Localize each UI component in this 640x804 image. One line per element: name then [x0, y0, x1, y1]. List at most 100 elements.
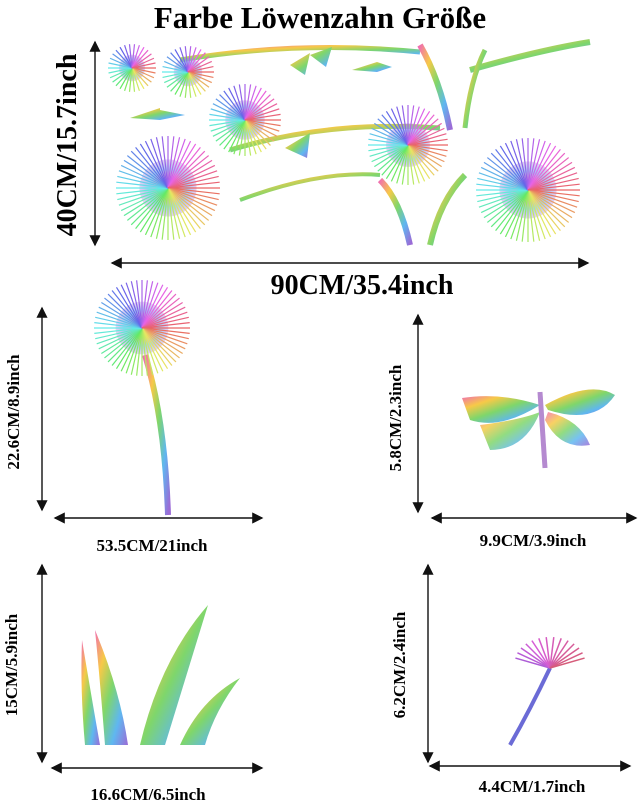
dandelion-spoke	[166, 71, 189, 88]
dandelion-spoke	[483, 161, 529, 191]
dandelion-spoke	[98, 327, 143, 350]
dandelion-spoke	[407, 144, 442, 168]
dandelion-spoke	[527, 183, 580, 191]
dandelion-spoke	[167, 187, 219, 201]
dandelion-spoke	[476, 183, 529, 191]
dandelion-spoke	[244, 119, 278, 137]
dandelion-spoke	[527, 189, 546, 240]
dandelion-spoke	[228, 87, 246, 121]
dandelion-spoke	[486, 157, 529, 191]
dandelion-spoke	[527, 189, 541, 241]
dandelion-spoke	[141, 327, 173, 366]
seed-filament	[549, 638, 562, 669]
dandelion-spoke	[141, 327, 159, 374]
dandelion-spoke	[385, 111, 409, 146]
dandelion-spoke	[407, 127, 445, 146]
dandelion-spoke	[527, 142, 552, 191]
dandelion-spoke	[499, 145, 529, 191]
dandelion-spoke	[244, 119, 281, 127]
dandelion-spoke	[131, 57, 155, 69]
dandelion-spoke	[115, 327, 143, 369]
dandelion-spoke	[150, 187, 169, 238]
dandelion-spoke	[136, 327, 143, 376]
dandelion-spoke	[486, 189, 529, 223]
dandelion-spoke	[187, 71, 214, 78]
dandelion-spoke	[120, 187, 169, 212]
dandelion-spoke	[141, 327, 186, 350]
dandelion-spoke	[527, 189, 561, 232]
width-label: 9.9CM/3.9inch	[480, 531, 587, 550]
dandelion-spoke	[527, 189, 578, 208]
dandelion-spoke	[131, 53, 152, 69]
dandelion-spoke	[527, 189, 566, 228]
dandelion-spoke	[144, 140, 169, 189]
dandelion-spoke	[101, 327, 143, 355]
dandelion-spoke	[150, 138, 169, 189]
dimension-arrows	[36, 40, 638, 774]
dandelion-spoke	[128, 44, 133, 69]
dandelion-spoke	[162, 66, 189, 73]
dandelion-spoke	[117, 175, 169, 189]
dandelion-spoke	[527, 177, 579, 191]
swoosh	[469, 39, 591, 73]
height-label: 22.6CM/8.9inch	[4, 354, 23, 470]
dandelion-spoke	[94, 327, 143, 334]
dandelion-spoke	[369, 144, 409, 157]
dandelion-spoke	[98, 306, 143, 329]
dragonfly-artwork	[462, 389, 615, 469]
title: Farbe Löwenzahn Größe	[154, 0, 486, 35]
dandelion-spoke	[117, 187, 169, 201]
dandelion-spoke	[407, 144, 448, 152]
dandelion-spoke	[407, 122, 442, 146]
dandelion-spoke	[369, 133, 409, 146]
dandelion-spoke	[521, 189, 529, 242]
dandelion-spoke	[167, 150, 206, 189]
dandelion-spoke	[130, 150, 169, 189]
dandelion-spoke	[233, 119, 246, 155]
dandelion-spoke	[162, 71, 189, 78]
dandelion-spoke	[141, 281, 154, 329]
dandelion-spoke	[187, 71, 197, 97]
dandelion-spoke	[527, 189, 580, 197]
dandelion-spoke	[407, 118, 439, 146]
dandelion-spoke	[187, 71, 202, 95]
dandelion-spoke	[112, 53, 133, 69]
grass-blade	[462, 48, 488, 129]
dandelion-spoke	[136, 280, 143, 329]
dandelion-spoke	[167, 187, 216, 212]
grass-blade	[377, 177, 413, 246]
seed-artwork	[508, 637, 585, 746]
dandelion-spoke	[477, 189, 529, 203]
dandelion-spoke	[167, 136, 175, 189]
width-label: 16.6CM/6.5inch	[90, 785, 206, 804]
seed-filament	[549, 657, 585, 669]
dandelion-spoke	[187, 71, 206, 92]
grass-blade	[427, 172, 468, 246]
dandelion-spoke	[499, 189, 529, 235]
dandelion-spoke	[228, 119, 246, 153]
seed-filament	[549, 652, 583, 669]
dandelion-spoke	[478, 189, 529, 208]
dandelion-spoke	[109, 57, 133, 69]
width-label: 90CM/35.4inch	[271, 270, 454, 301]
dandelion-spoke	[141, 284, 164, 329]
dandelion-spoke	[141, 293, 177, 329]
dandelion-spoke	[126, 155, 169, 189]
dandelion-spoke	[104, 297, 143, 329]
dandelion-spoke	[167, 146, 201, 189]
dandelion-spoke	[167, 187, 218, 206]
dandelion-spoke	[374, 122, 409, 146]
dandelion-spoke	[131, 67, 156, 74]
dandelion-spoke	[167, 187, 186, 238]
dandelion-spoke	[139, 143, 169, 189]
height-label: 15CM/5.9inch	[2, 613, 21, 716]
butterfly	[290, 47, 332, 75]
seed-filament	[515, 657, 551, 669]
seed-filament	[525, 643, 551, 669]
dandelion-spoke	[155, 187, 169, 239]
dandelion-spoke	[244, 98, 275, 121]
dandelion-spoke	[477, 177, 529, 191]
dandelion-spoke	[170, 71, 189, 92]
height-label: 40CM/15.7inch	[52, 53, 83, 236]
dandelion-spoke	[527, 189, 552, 238]
